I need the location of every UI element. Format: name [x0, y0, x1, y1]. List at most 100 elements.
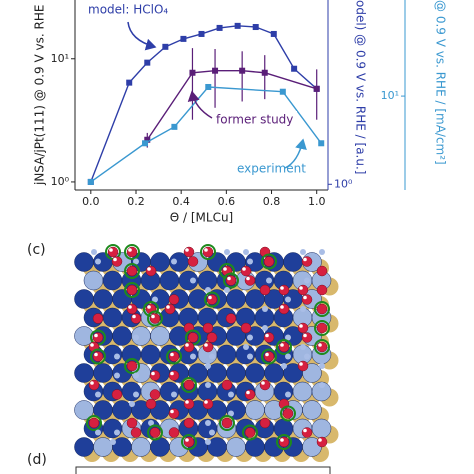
marker [212, 67, 219, 74]
atom-o [278, 303, 290, 315]
atom-o [240, 265, 252, 277]
atom-o [164, 303, 176, 315]
atom-o [316, 265, 328, 277]
atom-pt [102, 418, 123, 439]
atom-small [133, 391, 139, 398]
atom-small [133, 372, 139, 379]
atom-small [95, 391, 101, 398]
ring [200, 244, 216, 260]
marker [205, 83, 212, 90]
atom-small [133, 258, 139, 265]
atom-small [300, 344, 306, 350]
atom-h [303, 257, 307, 262]
atom-o [130, 313, 142, 324]
atom-small [247, 258, 253, 265]
marker [171, 123, 178, 130]
atom-o [111, 389, 123, 400]
atom-o [301, 294, 313, 305]
atom-o [145, 265, 157, 277]
atom-h [151, 314, 155, 319]
atom-h [280, 438, 284, 442]
marker [291, 65, 298, 72]
annotation-arrow [187, 90, 213, 119]
atom-o [263, 256, 275, 267]
atom-pt [245, 400, 265, 420]
annotation-arrow [127, 21, 157, 51]
y3-tick-label: 10¹ [381, 89, 399, 102]
atom-h [265, 352, 269, 357]
ring [124, 244, 140, 260]
atom-o [297, 284, 309, 296]
y-axis-label: jNSA/jPt(111) @ 0.9 V vs. RHE [33, 5, 47, 186]
marker [189, 69, 196, 76]
atom-h [318, 438, 322, 442]
atom-h [170, 371, 174, 376]
atom-small [281, 363, 287, 369]
atom-pt [112, 326, 132, 346]
atom-pt [83, 270, 104, 291]
x-tick-label: 0.4 [172, 195, 190, 208]
atom-o [88, 417, 100, 429]
atom-o [168, 427, 180, 438]
series-annotation: former study [216, 113, 293, 127]
atom-o [259, 379, 271, 391]
atom-o [126, 284, 138, 296]
atom-h [166, 305, 170, 309]
atom-small [228, 391, 234, 398]
atom-o [92, 332, 104, 343]
atom-h [223, 267, 227, 271]
ring [124, 358, 140, 374]
atom-h [303, 295, 307, 300]
structure-image [74, 244, 339, 462]
atom-o [278, 284, 290, 296]
atom-o [183, 398, 195, 410]
atom-small [285, 296, 291, 303]
atom-small [148, 420, 154, 426]
atom-o [202, 341, 214, 353]
ring [261, 348, 277, 365]
atom-o [316, 322, 328, 334]
marker [144, 59, 151, 66]
atom-o [301, 332, 313, 343]
atom-small [190, 353, 196, 360]
marker [234, 22, 241, 29]
atom-pt [159, 381, 180, 402]
panel-label: (c) [27, 242, 46, 258]
atom-o [301, 256, 313, 267]
atom-o [225, 313, 237, 324]
atom-o [301, 427, 313, 438]
atom-small [224, 249, 230, 255]
atom-o [297, 322, 309, 334]
ring [276, 339, 292, 355]
atom-small [262, 325, 268, 331]
atom-o [244, 275, 256, 286]
atom-pt [245, 363, 265, 383]
atom-h [299, 324, 303, 328]
atom-o [263, 351, 275, 362]
ring [86, 415, 102, 431]
atom-small [243, 344, 249, 350]
ring [314, 320, 330, 336]
atom-o [183, 379, 195, 391]
atom-pt [150, 437, 170, 457]
atom-pt [131, 437, 151, 457]
marker [126, 79, 133, 86]
atom-o [126, 360, 138, 372]
atom-o [126, 417, 138, 429]
atom-small [247, 353, 253, 360]
ring [181, 434, 197, 450]
x-tick-label: 0.0 [82, 195, 100, 208]
atom-pt [112, 400, 132, 420]
ring [90, 348, 106, 365]
ring [261, 253, 277, 270]
atom-h [303, 333, 307, 338]
atom-pt [93, 363, 113, 383]
atom-o [225, 275, 237, 286]
atom-small [205, 363, 211, 369]
marker [144, 136, 151, 143]
atom-o [316, 436, 328, 448]
atom-o [168, 370, 180, 381]
marker [239, 67, 246, 74]
atom-h [318, 343, 322, 347]
